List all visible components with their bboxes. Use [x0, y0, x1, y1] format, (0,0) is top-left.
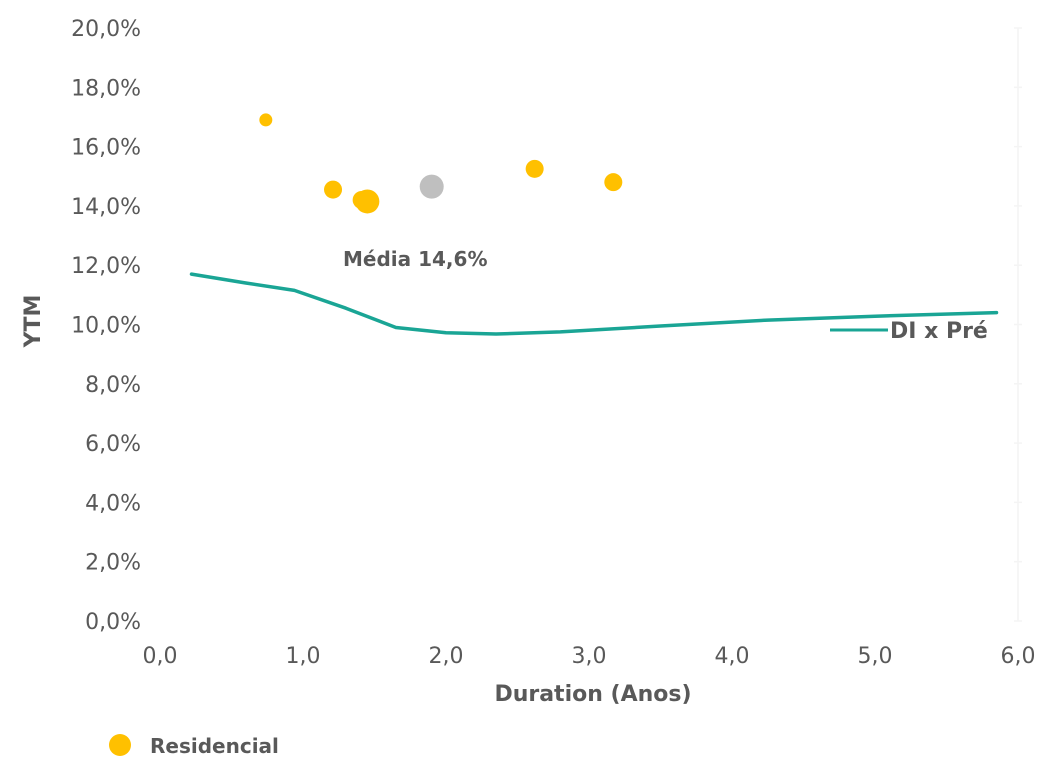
- legend-label-residencial: Residencial: [150, 734, 279, 758]
- x-tick-label: 6,0: [1001, 644, 1036, 669]
- scatter-point-residencial: [525, 159, 544, 178]
- y-tick-label: 20,0%: [71, 17, 141, 42]
- legend-marker-residencial: [109, 734, 131, 756]
- x-tick-label: 5,0: [858, 644, 893, 669]
- scatter-point-residencial: [355, 189, 380, 214]
- di-pre-series-label: DI x Pré: [890, 319, 988, 344]
- x-tick-label: 2,0: [429, 644, 464, 669]
- y-axis-tick-labels: 0,0% 2,0% 4,0% 6,0% 8,0% 10,0% 12,0% 14,0% 16,0%…: [71, 17, 141, 635]
- y-tick-label: 8,0%: [85, 373, 141, 398]
- y-tick-label: 10,0%: [71, 314, 141, 339]
- y-tick-label: 14,0%: [71, 195, 141, 220]
- y-tick-label: 4,0%: [85, 491, 141, 516]
- y-tick-label: 2,0%: [85, 551, 141, 576]
- secondary-axis: [1014, 27, 1022, 622]
- series-line-di-pre: [189, 272, 999, 336]
- y-tick-label: 0,0%: [85, 610, 141, 635]
- y-tick-label: 6,0%: [85, 432, 141, 457]
- scatter-point-residencial: [259, 113, 273, 127]
- y-tick-label: 16,0%: [71, 136, 141, 161]
- scatter-point-residencial: [604, 173, 623, 192]
- x-tick-label: 1,0: [286, 644, 321, 669]
- plot-marks: [189, 113, 999, 336]
- legend: Residencial: [109, 734, 279, 758]
- x-tick-label: 4,0: [715, 644, 750, 669]
- x-tick-label: 3,0: [572, 644, 607, 669]
- y-tick-label: 18,0%: [71, 76, 141, 101]
- y-tick-label: 12,0%: [71, 254, 141, 279]
- scatter-point-media: [419, 174, 444, 199]
- x-axis-tick-labels: 0,0 1,0 2,0 3,0 4,0 5,0 6,0: [143, 644, 1036, 669]
- average-annotation: Média 14,6%: [343, 247, 487, 271]
- scatter-point-residencial: [324, 180, 343, 199]
- y-axis-title: YTM: [21, 295, 46, 349]
- x-tick-label: 0,0: [143, 644, 178, 669]
- x-axis-title: Duration (Anos): [494, 682, 691, 707]
